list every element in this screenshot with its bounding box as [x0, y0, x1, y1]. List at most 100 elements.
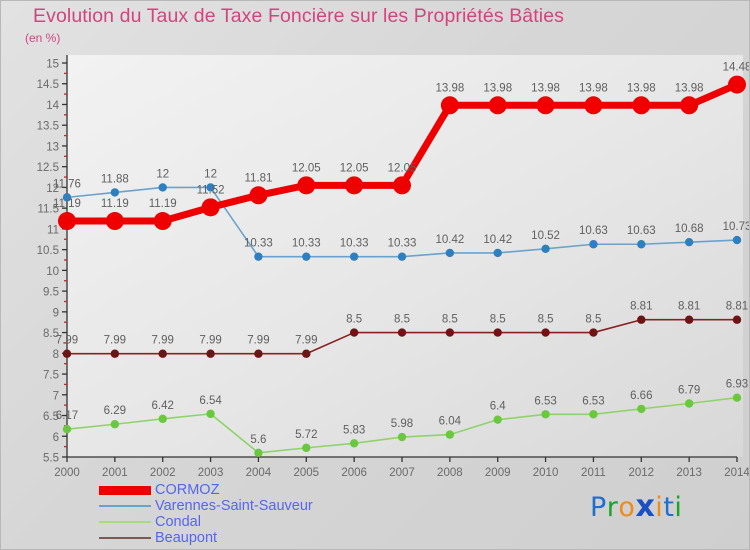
data-point: [684, 315, 694, 324]
data-point-label: 10.42: [483, 234, 512, 246]
data-point: [153, 212, 172, 231]
y-tick-label: 9: [53, 307, 59, 319]
data-point-label: 10.33: [292, 238, 321, 250]
y-tick-label: 10.5: [37, 245, 59, 257]
data-point-label: 11.19: [101, 198, 129, 210]
x-tick-label: 2005: [293, 467, 319, 479]
data-point-label: 8.5: [490, 314, 506, 326]
y-tick-label: 13: [46, 141, 59, 153]
data-point-label: 6.66: [630, 390, 652, 402]
logo-letter: x: [635, 489, 656, 524]
legend-swatch-icon: [99, 505, 151, 507]
legend-item-cormoz[interactable]: CORMOZ: [99, 482, 459, 498]
data-point: [541, 410, 550, 419]
y-tick-label: 12: [46, 183, 59, 195]
data-point-label: 6.54: [199, 395, 222, 407]
data-point-label: 7.99: [152, 335, 174, 347]
data-point-label: 11.19: [149, 198, 177, 210]
data-point: [62, 425, 72, 434]
data-point: [440, 96, 459, 115]
x-tick-label: 2003: [198, 467, 224, 479]
data-point-label: 6.53: [582, 395, 604, 407]
data-point: [732, 393, 742, 402]
x-tick-label: 2010: [533, 467, 559, 479]
data-point: [728, 75, 746, 94]
data-point-label: 10.68: [675, 223, 704, 235]
data-point-label: 7.99: [104, 335, 126, 347]
data-point-label: 12: [204, 168, 217, 180]
data-point: [680, 96, 699, 115]
x-tick-label: 2011: [581, 467, 606, 479]
series-condal: [62, 393, 742, 458]
data-point: [589, 240, 598, 249]
x-tick-label: 2012: [628, 467, 654, 479]
x-tick-label: 2004: [246, 467, 272, 479]
y-tick-label: 14: [46, 100, 59, 112]
series-cormoz: [58, 75, 746, 231]
data-point: [445, 328, 455, 337]
data-point-label: 7.99: [295, 335, 317, 347]
data-point: [58, 212, 76, 231]
data-point-label: 11.76: [53, 178, 81, 190]
data-point-label: 8.5: [538, 314, 554, 326]
x-axis: 2000 2001 2002 2003 2004 2005 2006 2007 2008 2009…: [54, 456, 749, 479]
data-point-label: 13.98: [435, 82, 464, 94]
data-point-label: 13.98: [675, 82, 704, 94]
data-point: [206, 183, 215, 192]
data-labels-condal: 6.17 6.29 6.42 6.54 5.6 5.72 5.83 5.98 6.04 6.4 6.…: [56, 379, 748, 446]
y-tick-label: 10: [46, 266, 59, 278]
legend-swatch-icon: [99, 485, 151, 495]
y-tick-label: 7.5: [43, 370, 59, 382]
data-point: [110, 188, 120, 197]
data-point-label: 5.98: [391, 418, 413, 430]
data-point-label: 12.05: [340, 162, 369, 174]
data-point-label: 7.99: [56, 335, 78, 347]
data-point-label: 10.33: [388, 238, 417, 250]
y-tick-label: 12.5: [37, 162, 59, 174]
x-tick-label: 2008: [437, 467, 463, 479]
logo-letter: P: [590, 492, 607, 523]
x-tick-label: 2001: [102, 467, 128, 479]
data-point: [302, 349, 311, 358]
data-labels-cormoz: 11.19 11.19 11.19 11.52 11.81 12.05 12.05 12.05…: [53, 62, 749, 210]
data-point: [302, 252, 311, 261]
data-point: [445, 248, 455, 258]
y-tick-label: 7: [53, 390, 59, 402]
data-point: [445, 430, 455, 439]
legend-item-varennes-saint-sauveur[interactable]: Varennes-Saint-Sauveur: [99, 498, 459, 514]
data-point: [110, 420, 120, 429]
data-point-label: 6.4: [490, 401, 507, 413]
data-point: [493, 415, 502, 424]
data-point: [206, 349, 215, 358]
legend-item-condal[interactable]: Condal: [99, 514, 459, 530]
x-tick-label: 2002: [150, 467, 176, 479]
data-point: [684, 237, 694, 247]
data-point-label: 6.04: [439, 416, 462, 428]
y-tick-label: 8.5: [43, 328, 59, 340]
data-point: [206, 409, 215, 419]
chart-subtitle: (en %): [25, 31, 61, 45]
legend-item-beaupont[interactable]: Beaupont: [99, 530, 459, 546]
y-tick-label: 11: [47, 224, 59, 236]
data-point-label: 6.79: [678, 384, 700, 396]
data-point: [637, 240, 646, 249]
data-point: [254, 252, 263, 261]
data-point: [637, 315, 646, 324]
data-point: [589, 410, 598, 419]
y-tick-label: 6: [53, 432, 59, 444]
data-point: [541, 328, 550, 337]
data-point: [732, 235, 742, 245]
legend-item-label: Varennes-Saint-Sauveur: [155, 497, 313, 514]
data-labels-varennes-saint-sauveur: 11.76 11.88 12 12 10.33 10.33 10.33 10.33 10.42 1…: [53, 168, 749, 250]
data-point-label: 5.83: [343, 424, 365, 436]
legend-swatch-icon: [99, 521, 151, 523]
legend-item-label: Condal: [155, 513, 201, 530]
data-point-label: 11.81: [244, 172, 272, 184]
y-tick-label: 15: [46, 59, 59, 71]
data-point: [62, 193, 72, 202]
data-point: [158, 349, 167, 358]
data-point-label: 6.17: [56, 410, 78, 422]
data-point: [297, 176, 316, 195]
data-point: [110, 349, 120, 358]
